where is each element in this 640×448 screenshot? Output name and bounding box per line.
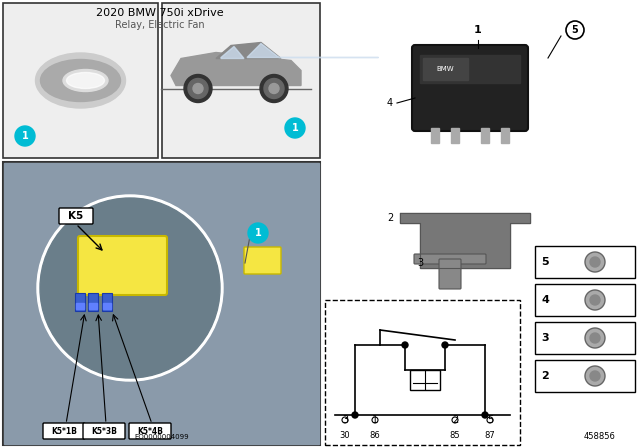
Text: 2020 BMW 750i xDrive: 2020 BMW 750i xDrive (96, 8, 224, 18)
Polygon shape (171, 52, 301, 86)
Circle shape (285, 118, 305, 138)
Circle shape (15, 126, 35, 146)
Bar (103, 303, 111, 309)
Text: 4: 4 (541, 295, 549, 305)
Polygon shape (216, 43, 281, 59)
Text: 1: 1 (255, 228, 261, 238)
Bar (410, 370, 440, 390)
FancyBboxPatch shape (244, 247, 281, 274)
Ellipse shape (35, 53, 125, 108)
Circle shape (188, 78, 208, 99)
Circle shape (269, 83, 279, 94)
Bar (535, 360, 635, 392)
Text: 30: 30 (340, 431, 350, 439)
Polygon shape (247, 43, 378, 57)
Polygon shape (221, 47, 244, 59)
Bar (102, 293, 112, 311)
Circle shape (342, 417, 348, 423)
Circle shape (264, 78, 284, 99)
Bar (75, 293, 85, 311)
Text: Relay, Electric Fan: Relay, Electric Fan (115, 20, 205, 30)
Text: 3: 3 (417, 258, 423, 268)
Circle shape (442, 342, 448, 348)
Bar (423, 58, 468, 80)
Circle shape (184, 74, 212, 103)
Ellipse shape (63, 69, 108, 91)
Circle shape (487, 417, 493, 423)
Text: 87: 87 (484, 431, 495, 439)
Bar (451, 128, 459, 143)
Bar (481, 128, 489, 143)
Circle shape (585, 366, 605, 386)
Text: 4: 4 (387, 98, 393, 108)
Circle shape (372, 417, 378, 423)
Bar (89, 303, 97, 309)
Bar (3, 162, 320, 445)
Circle shape (193, 83, 203, 94)
Text: 1: 1 (372, 415, 378, 425)
Bar (325, 300, 520, 445)
Bar (3, 3, 158, 158)
Text: 1: 1 (292, 123, 298, 133)
Circle shape (482, 412, 488, 418)
Text: 3: 3 (541, 333, 549, 343)
Bar (76, 303, 84, 309)
Circle shape (585, 290, 605, 310)
Text: 3: 3 (342, 415, 348, 425)
Bar (431, 128, 439, 143)
FancyBboxPatch shape (414, 254, 486, 264)
Text: K5*3B: K5*3B (91, 426, 117, 435)
Circle shape (248, 223, 268, 243)
Bar (501, 128, 509, 143)
FancyBboxPatch shape (43, 423, 85, 439)
Circle shape (452, 417, 458, 423)
Bar (4, 163, 319, 444)
Circle shape (585, 328, 605, 348)
Text: EO0000004099: EO0000004099 (134, 434, 189, 440)
Circle shape (260, 74, 288, 103)
Circle shape (590, 371, 600, 381)
Circle shape (402, 342, 408, 348)
Circle shape (37, 195, 223, 381)
FancyBboxPatch shape (59, 208, 93, 224)
Bar (535, 322, 635, 354)
Text: K5*1B: K5*1B (51, 426, 77, 435)
Text: K5: K5 (68, 211, 84, 221)
Text: BMW: BMW (436, 66, 454, 72)
Bar (162, 3, 320, 158)
Circle shape (590, 295, 600, 305)
Text: 458856: 458856 (584, 431, 616, 440)
FancyBboxPatch shape (129, 423, 171, 439)
Circle shape (352, 412, 358, 418)
Circle shape (590, 257, 600, 267)
Text: 5: 5 (572, 25, 579, 35)
FancyBboxPatch shape (412, 45, 528, 131)
Text: 1: 1 (22, 131, 28, 141)
FancyBboxPatch shape (83, 423, 125, 439)
FancyBboxPatch shape (439, 259, 461, 289)
Text: 86: 86 (370, 431, 380, 439)
Text: 1: 1 (474, 25, 482, 35)
Text: 5: 5 (487, 415, 493, 425)
Text: K5*4B: K5*4B (137, 426, 163, 435)
FancyBboxPatch shape (78, 236, 167, 295)
Circle shape (590, 333, 600, 343)
Text: 2: 2 (541, 371, 549, 381)
Ellipse shape (67, 73, 104, 89)
Text: 5: 5 (541, 257, 549, 267)
Bar (535, 284, 635, 316)
Text: 2: 2 (387, 213, 393, 223)
Circle shape (566, 21, 584, 39)
Circle shape (40, 198, 220, 378)
Circle shape (585, 252, 605, 272)
Text: 2: 2 (452, 415, 458, 425)
Ellipse shape (40, 60, 120, 102)
Bar (88, 293, 98, 311)
Bar (535, 246, 635, 278)
Text: 85: 85 (450, 431, 460, 439)
Bar (420, 55, 520, 83)
Polygon shape (400, 213, 530, 268)
